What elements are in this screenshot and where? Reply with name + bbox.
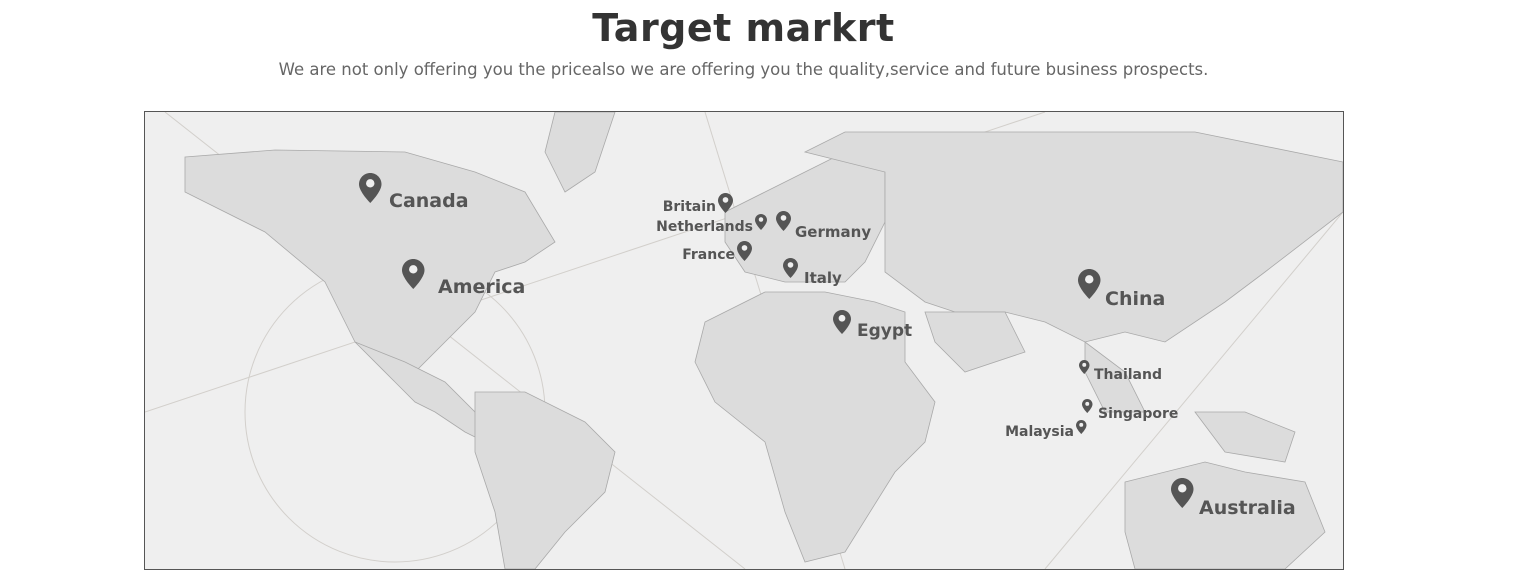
world-map: Canada America Britain Netherlands Germany Fr… xyxy=(144,111,1344,570)
map-label-canada: Canada xyxy=(389,190,469,212)
map-label-germany: Germany xyxy=(795,223,872,241)
map-label-france: France xyxy=(682,247,735,263)
map-pin-icon[interactable] xyxy=(1076,420,1087,434)
map-pin-icon[interactable] xyxy=(359,173,382,203)
map-label-china: China xyxy=(1105,288,1166,310)
map-label-singapore: Singapore xyxy=(1098,406,1179,422)
map-pin-icon[interactable] xyxy=(737,241,752,261)
map-label-netherlands: Netherlands xyxy=(656,218,753,235)
section-subtitle: We are not only offering you the priceal… xyxy=(278,60,1209,79)
section-title: Target markrt xyxy=(592,6,895,50)
map-pin-icon[interactable] xyxy=(783,258,798,278)
map-label-america: America xyxy=(438,276,526,298)
map-label-malaysia: Malaysia xyxy=(1005,423,1074,440)
map-label-italy: Italy xyxy=(804,269,842,287)
map-pin-icon[interactable] xyxy=(1079,360,1090,374)
world-map-land xyxy=(145,112,1343,569)
map-label-britain: Britain xyxy=(662,199,716,215)
map-label-egypt: Egypt xyxy=(857,321,913,341)
map-pin-icon[interactable] xyxy=(776,211,791,231)
map-pin-icon[interactable] xyxy=(755,214,767,230)
map-pin-icon[interactable] xyxy=(718,193,733,213)
map-pin-icon[interactable] xyxy=(833,310,851,334)
map-pin-icon[interactable] xyxy=(1171,478,1194,508)
map-pin-icon[interactable] xyxy=(402,259,425,289)
map-label-thailand: Thailand xyxy=(1094,367,1162,383)
map-pin-icon[interactable] xyxy=(1078,269,1101,299)
map-label-australia: Australia xyxy=(1199,497,1296,519)
map-pin-icon[interactable] xyxy=(1082,399,1093,413)
